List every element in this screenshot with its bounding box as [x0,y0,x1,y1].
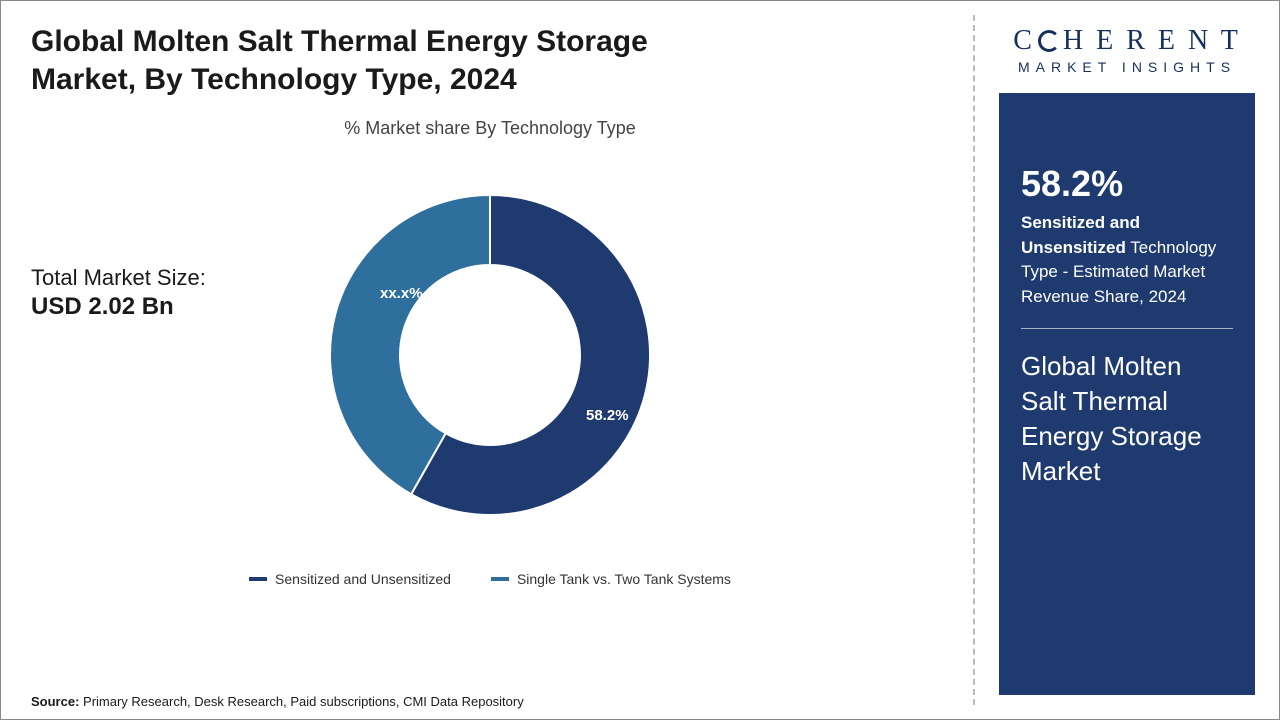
highlight-desc-bold: Sensitized and Unsensitized [1021,213,1140,257]
donut-chart [320,185,660,525]
highlight-title: Global Molten Salt Thermal Energy Storag… [1021,349,1233,489]
legend-swatch [491,577,509,581]
market-size-value: USD 2.02 Bn [31,293,206,321]
legend-item: Sensitized and Unsensitized [249,571,451,587]
logo-wordmark: CH E R E N T [1013,25,1241,57]
source-line: Source: Primary Research, Desk Research,… [31,694,524,709]
logo-subtext: MARKET INSIGHTS [1018,59,1236,75]
legend-swatch [249,577,267,581]
side-panel: CH E R E N T MARKET INSIGHTS 58.2% Sensi… [975,1,1279,719]
page-title: Global Molten Salt Thermal Energy Storag… [31,23,731,98]
slice-label-secondary: xx.x% [380,285,423,302]
legend-label: Sensitized and Unsensitized [275,571,451,587]
highlight-percent: 58.2% [1021,163,1233,205]
highlight-panel: 58.2% Sensitized and Unsensitized Techno… [999,93,1255,695]
source-text: Primary Research, Desk Research, Paid su… [79,694,523,709]
legend-item: Single Tank vs. Two Tank Systems [491,571,731,587]
main-area: Global Molten Salt Thermal Energy Storag… [1,1,973,719]
chart-area: Total Market Size: USD 2.02 Bn 58.2% xx.… [31,145,949,565]
legend-label: Single Tank vs. Two Tank Systems [517,571,731,587]
slice-label-primary: 58.2% [586,407,629,424]
brand-logo: CH E R E N T MARKET INSIGHTS [999,25,1255,75]
market-size-block: Total Market Size: USD 2.02 Bn [31,265,206,321]
report-frame: Global Molten Salt Thermal Energy Storag… [0,0,1280,720]
market-size-label: Total Market Size: [31,265,206,291]
chart-subtitle: % Market share By Technology Type [31,118,949,139]
source-label: Source: [31,694,79,709]
logo-ring-icon [1038,30,1060,52]
legend: Sensitized and Unsensitized Single Tank … [31,571,949,587]
highlight-description: Sensitized and Unsensitized Technology T… [1021,211,1233,310]
panel-divider [1021,328,1233,329]
